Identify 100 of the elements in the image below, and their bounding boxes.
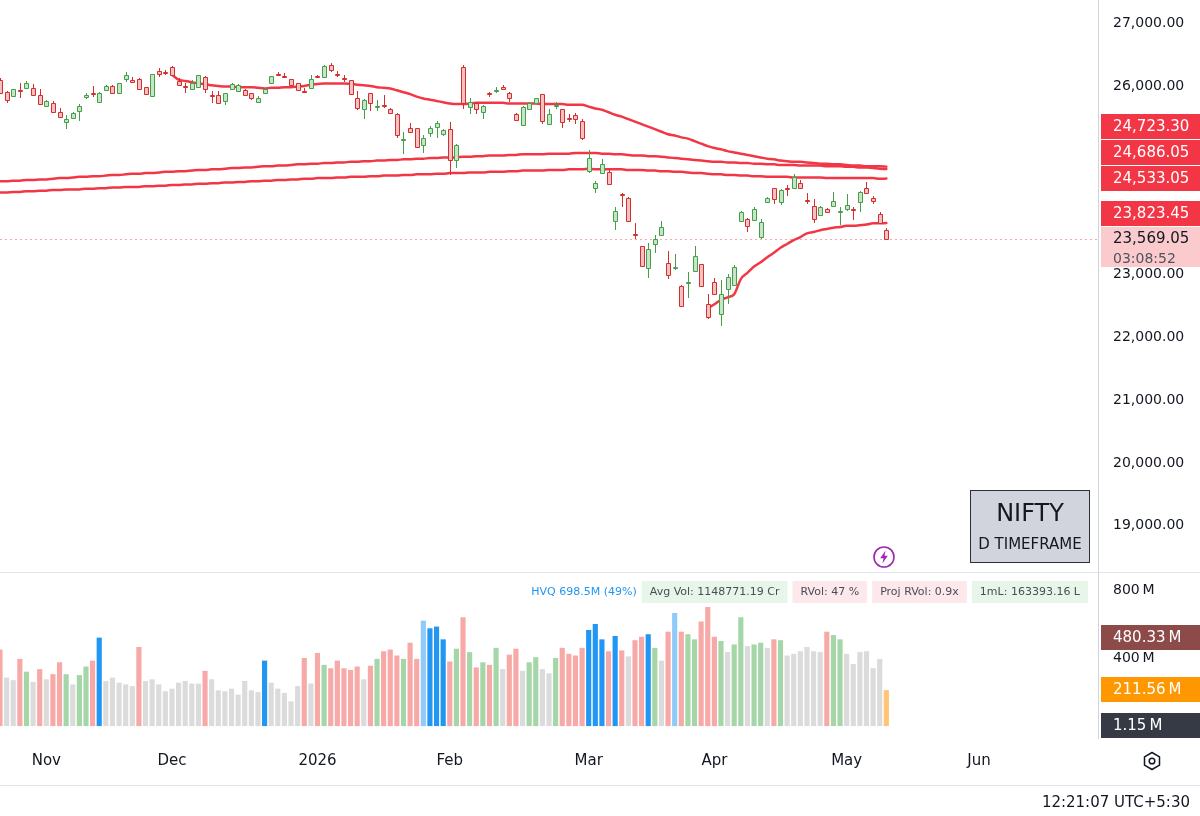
bar [625, 656, 631, 727]
candlestick [84, 92, 89, 100]
bar [96, 637, 102, 727]
bar [771, 639, 777, 727]
candlestick [130, 76, 135, 84]
bar [262, 660, 268, 727]
candlestick [117, 82, 122, 94]
candlestick [144, 86, 149, 96]
bar [50, 674, 56, 727]
bar [90, 660, 96, 727]
bar [56, 662, 63, 727]
bar [202, 670, 208, 727]
bar [678, 631, 684, 727]
candlestick [110, 84, 115, 94]
candlestick [878, 211, 883, 225]
candlestick [884, 227, 889, 241]
bar [500, 669, 506, 727]
annotation: Proj RVol: 0.9x [880, 584, 960, 598]
bar [672, 612, 678, 727]
candlestick [58, 107, 63, 119]
candlestick [659, 220, 664, 237]
candlestick [24, 80, 29, 89]
candlestick [408, 122, 413, 134]
bar [460, 617, 466, 727]
y-tick-label: 23,000.00 [1113, 265, 1185, 282]
candlestick [401, 131, 406, 155]
y-tick-label: 26,000.00 [1113, 77, 1185, 94]
bar [4, 677, 10, 727]
bar [824, 631, 830, 727]
bar [453, 648, 459, 727]
candlestick [673, 253, 678, 271]
candlestick [580, 118, 585, 141]
bar [473, 667, 479, 727]
bar [711, 636, 717, 727]
caption-box: NIFTY D TIMEFRAME [970, 490, 1090, 563]
candlestick [858, 190, 863, 213]
text: 23,823.45 [1113, 203, 1190, 222]
x-tick-label: May [831, 750, 863, 769]
bar [817, 652, 823, 727]
candlestick [428, 125, 433, 138]
ref-line-label: 23,569.05 [1113, 229, 1190, 248]
bar [129, 686, 135, 727]
candlestick [124, 71, 129, 83]
candlestick [600, 158, 605, 175]
candlestick [845, 193, 850, 212]
candlestick [355, 90, 360, 111]
bar [652, 647, 658, 727]
candlestick [686, 271, 691, 299]
candlestick [554, 101, 559, 110]
candlestick [263, 87, 268, 94]
candlestick [779, 188, 784, 206]
candlestick [256, 95, 261, 104]
bar [63, 674, 69, 727]
bar [612, 635, 618, 727]
candlestick [282, 72, 287, 78]
candlestick [448, 121, 453, 176]
candlestick [382, 94, 387, 109]
bar [844, 653, 850, 727]
bar [17, 658, 23, 727]
candlestick [759, 218, 764, 240]
candlestick [441, 128, 446, 137]
candlestick [137, 77, 142, 91]
candlestick [851, 206, 856, 221]
bar [480, 662, 486, 727]
bar [486, 664, 493, 727]
bar [136, 647, 142, 727]
bar [381, 651, 387, 727]
annotation: 1mL: 163393.16 L [979, 584, 1081, 598]
candlestick [269, 75, 274, 85]
bar [30, 681, 36, 727]
bar [744, 646, 751, 727]
candlestick [640, 245, 645, 268]
candlestick [765, 196, 770, 204]
x-tick-label: Mar [574, 750, 604, 769]
y-tick-label: 22,000.00 [1113, 328, 1185, 345]
candlestick [454, 143, 459, 169]
candlestick [375, 99, 380, 112]
candlestick [507, 91, 512, 103]
candlestick [44, 99, 49, 108]
candlestick [653, 234, 658, 254]
bar [777, 640, 784, 727]
candlestick [613, 206, 618, 231]
candlestick [871, 195, 876, 205]
bar [493, 647, 499, 727]
bar [586, 629, 592, 727]
candlestick [706, 293, 711, 320]
candlestick [514, 112, 519, 122]
candlestick [772, 187, 777, 205]
candlestick [18, 82, 23, 99]
candlestick [276, 71, 281, 77]
candlestick [646, 242, 651, 279]
bar [883, 690, 889, 727]
candlestick [587, 149, 592, 174]
bar [37, 669, 43, 727]
bar [321, 664, 327, 727]
y-tick-label: 21,000.00 [1113, 390, 1185, 407]
bar [553, 658, 559, 727]
candlestick [435, 120, 440, 139]
bar [725, 652, 731, 727]
text: 03:08:52 [1113, 249, 1176, 266]
